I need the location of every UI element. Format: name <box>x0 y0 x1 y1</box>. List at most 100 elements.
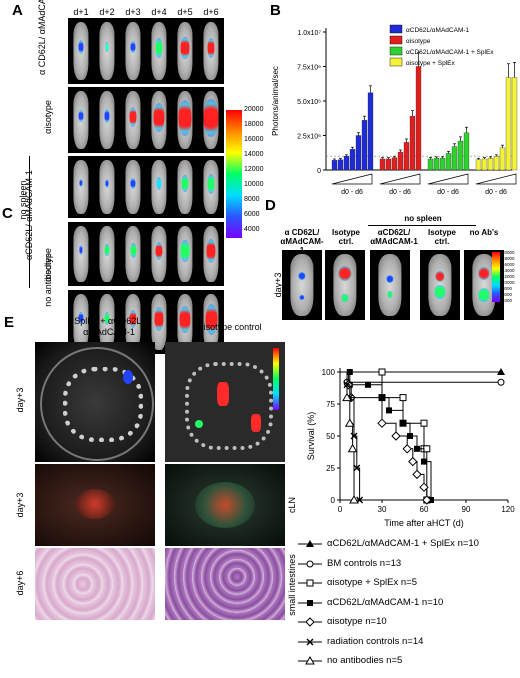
row-label-5: no antibodies <box>43 253 53 307</box>
bar <box>457 140 464 171</box>
y-tick-label: 1.0x10⁷ <box>297 30 321 37</box>
colorbar-d <box>492 252 500 302</box>
gut-loops <box>185 362 273 450</box>
mouse-image <box>370 250 410 320</box>
mouse-image <box>172 18 198 84</box>
mouse-body <box>472 254 496 316</box>
mouse-image <box>198 18 224 84</box>
signal-blob <box>130 177 136 190</box>
y-tick-label: 100 <box>322 368 336 377</box>
bar <box>463 132 470 171</box>
mouse-image <box>68 156 94 218</box>
bar <box>337 159 344 171</box>
mouse-body <box>378 254 402 316</box>
signal-blob <box>104 244 110 257</box>
colorbar-d-tick: 10000 <box>502 280 515 285</box>
bar <box>505 77 512 171</box>
colorbar-a-tick: 6000 <box>244 211 260 218</box>
mouse-body <box>151 90 167 150</box>
marker <box>305 656 315 665</box>
panel-d-group-label: no spleen <box>404 214 442 223</box>
mouse-image <box>172 222 198 286</box>
mouse-image <box>172 156 198 218</box>
time-wedge <box>427 173 469 185</box>
panel-e-col1-title: SplEx + αCD62L/ αMAdCAM-1 <box>74 316 144 337</box>
marker <box>402 444 412 454</box>
x-tick-label: 0 <box>338 505 343 514</box>
signal-blob <box>181 175 189 193</box>
bar <box>343 156 350 171</box>
legend-label: αisotype n=10 <box>327 616 387 627</box>
mouse-image <box>325 250 365 320</box>
panel-letter-b: B <box>270 2 281 19</box>
y-tick-label: 50 <box>326 432 335 441</box>
legend-symbol <box>298 560 322 567</box>
bar <box>433 158 440 171</box>
marker <box>399 394 407 402</box>
bar <box>361 120 368 171</box>
day-label-6: d+6 <box>203 7 219 17</box>
signal-blob <box>387 291 393 299</box>
mouse-body <box>151 21 167 81</box>
mouse-body <box>73 159 89 215</box>
bar <box>397 151 404 171</box>
signal-spot <box>251 414 261 432</box>
mouse-image <box>420 250 460 320</box>
bar <box>427 158 434 171</box>
marker <box>497 378 505 386</box>
survival-chart-curves <box>340 368 505 505</box>
marker <box>378 368 386 376</box>
time-wedge <box>331 173 373 185</box>
survival-curve <box>340 371 359 504</box>
signal-blob <box>78 110 84 123</box>
legend-label: αCD62L/αMAdCAM-1 <box>406 27 470 34</box>
bar-chart-legend: αCD62L/αMAdCAM-1 αisotype αCD62L/αMAdCAM-1… <box>389 24 494 67</box>
mouse-body <box>177 21 193 81</box>
colorbar-d-tick: 16000 <box>502 262 515 267</box>
x-group-label: d0 - d6 <box>341 189 363 196</box>
mouse-image <box>146 18 172 84</box>
signal-blob <box>207 37 215 58</box>
mouse-image <box>94 18 120 84</box>
bar <box>391 157 398 171</box>
marker <box>386 407 392 414</box>
marker <box>423 445 431 453</box>
mouse-body <box>99 293 115 351</box>
mouse-body <box>177 293 193 351</box>
panel-e-col2-title: αisotype control <box>198 322 262 332</box>
colorbar-a-tick: 20000 <box>244 106 264 113</box>
mouse-image <box>282 250 322 320</box>
marker <box>391 431 401 441</box>
mouse-image <box>94 87 120 153</box>
signal-blob <box>130 41 136 54</box>
marker <box>400 420 406 427</box>
mouse-body <box>203 90 219 150</box>
mouse-body <box>290 254 314 316</box>
mouse-body <box>99 90 115 150</box>
legend-swatch <box>389 46 403 56</box>
bar <box>475 159 482 171</box>
marker <box>342 392 352 402</box>
panel-d-col-5: no Ab's <box>469 228 499 237</box>
panel-d-col-2: Isotype ctrl. <box>331 228 360 246</box>
time-wedge <box>379 173 421 185</box>
x-tick-label: 120 <box>501 505 515 514</box>
colorbar-a-tick: 10000 <box>244 181 264 188</box>
bar <box>403 142 410 171</box>
mouse-body <box>177 159 193 215</box>
bar <box>499 147 506 171</box>
marker <box>350 432 358 440</box>
mouse-body <box>125 159 141 215</box>
signal-blob <box>341 293 349 302</box>
signal-blob <box>178 99 192 137</box>
marker <box>414 445 420 452</box>
signal-blob <box>204 303 218 336</box>
signal-blob <box>203 98 219 138</box>
day-label-1: d+1 <box>73 7 89 17</box>
mouse-body <box>99 21 115 81</box>
panel-d-group-line <box>368 225 476 226</box>
mouse-image <box>198 222 224 286</box>
signal-blob <box>180 240 190 262</box>
signal-blob <box>153 103 165 132</box>
x-axis-label: Time after aHCT (d) <box>384 518 464 528</box>
